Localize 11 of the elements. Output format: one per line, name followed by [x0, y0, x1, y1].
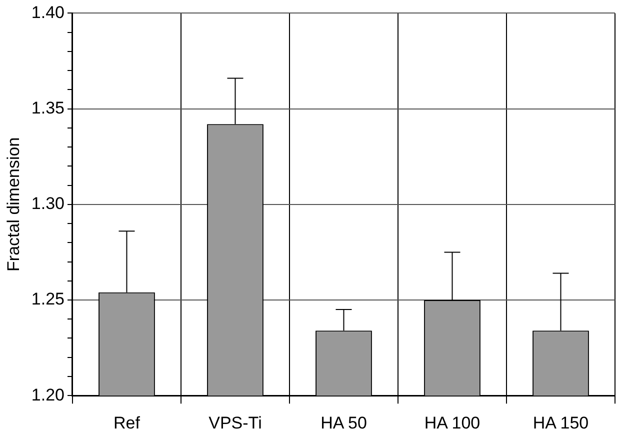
- x-tick-label: VPS-Ti: [208, 413, 262, 432]
- y-tick-label: 1.25: [31, 290, 64, 309]
- x-tick-label: Ref: [114, 413, 140, 432]
- x-tick-label: HA 150: [532, 413, 589, 432]
- y-axis-title: Fractal dimension: [4, 137, 23, 272]
- y-tick-label: 1.30: [31, 194, 64, 214]
- y-tick-label: 1.35: [31, 98, 64, 118]
- x-tick-label: HA 50: [320, 413, 367, 432]
- y-tick-label: 1.20: [31, 385, 64, 404]
- y-tick-label: 1.40: [31, 2, 64, 22]
- x-tick-label: HA 100: [424, 413, 480, 432]
